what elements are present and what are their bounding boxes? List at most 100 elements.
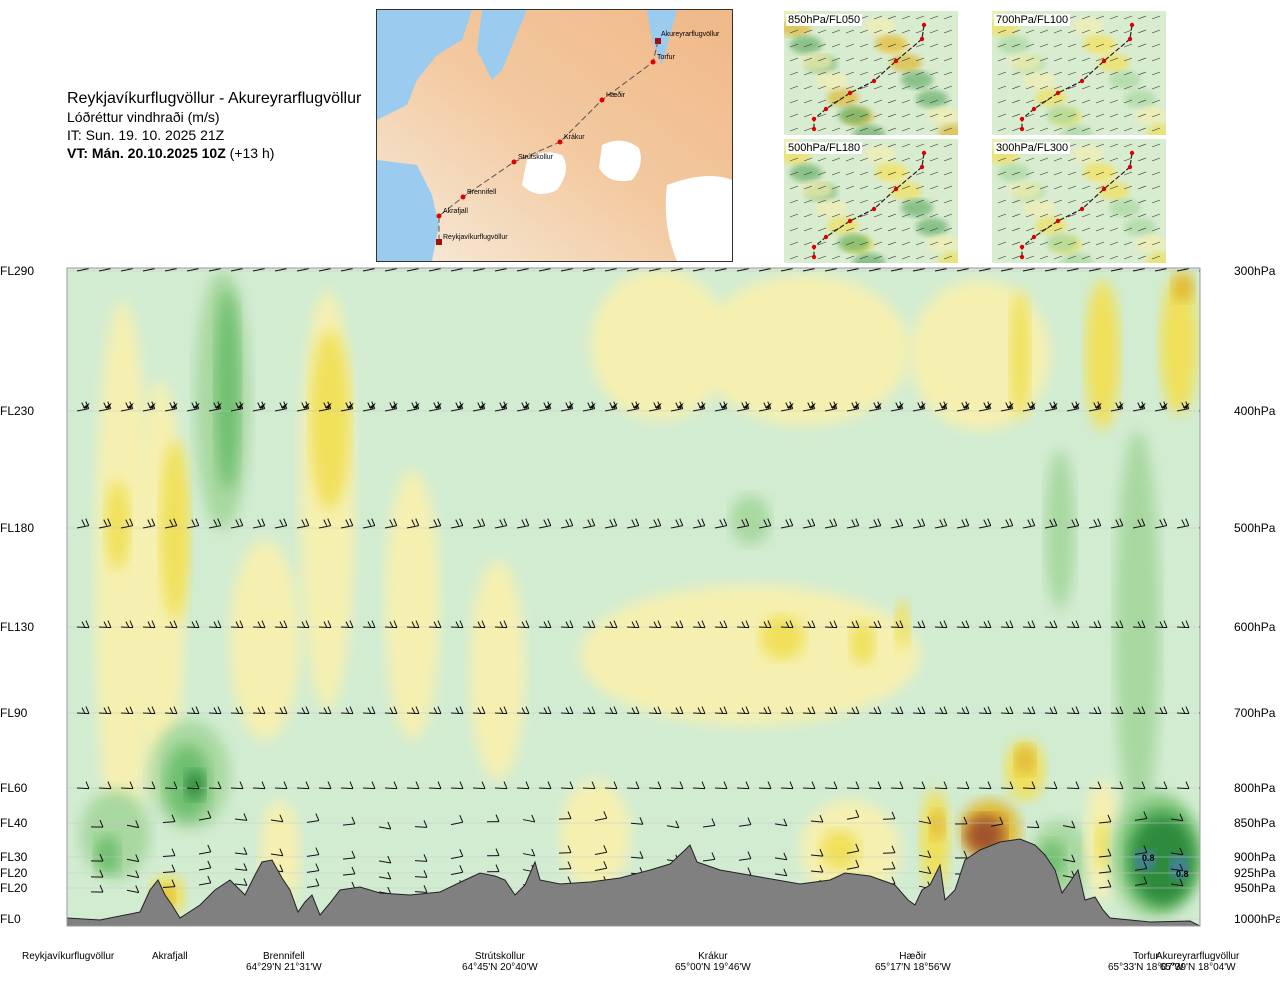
- wind-barb: [810, 848, 824, 857]
- wind-barb: [670, 518, 684, 529]
- wind-barb: [76, 620, 90, 629]
- wind-barb: [560, 781, 574, 790]
- wind-barb: [362, 401, 376, 412]
- wind-barb: [164, 706, 178, 715]
- wind-barb: [164, 620, 178, 629]
- wind-barb: [67, 787, 68, 789]
- wind-barb: [1132, 620, 1146, 629]
- field-cell: [310, 330, 350, 510]
- wind-barb: [1022, 781, 1036, 790]
- wind-barb: [270, 814, 284, 823]
- wind-barb: [890, 401, 904, 412]
- plot-frame: [66, 267, 1201, 927]
- field-cell: [105, 480, 130, 570]
- field-cell: [185, 770, 205, 800]
- location-name: Krákur: [698, 951, 728, 962]
- glacier-langjokull: [522, 152, 566, 194]
- wind-barb: [692, 706, 706, 715]
- wind-barb: [1132, 401, 1146, 412]
- field-cell: [1095, 820, 1110, 870]
- wind-barb: [252, 518, 266, 529]
- wind-barb: [208, 781, 222, 790]
- wind-barb: [472, 781, 486, 790]
- wind-barb: [934, 518, 948, 529]
- wind-barb: [868, 518, 882, 529]
- wind-barb: [670, 401, 684, 412]
- wind-barb: [76, 781, 90, 790]
- waypoint-label: Hæðir: [606, 91, 626, 99]
- wind-barb: [522, 848, 536, 857]
- wind-barb: [912, 706, 926, 715]
- wind-barb: [1088, 706, 1102, 715]
- inset-700: 700hPa/FL100: [992, 11, 1166, 135]
- wind-barb: [90, 884, 104, 893]
- field-cell: [230, 540, 300, 740]
- wind-barb: [234, 847, 248, 855]
- wind-barb: [1170, 878, 1184, 887]
- wind-barb: [1132, 706, 1146, 715]
- wind-barb: [692, 620, 706, 629]
- wind-barb: [98, 706, 112, 715]
- wind-barb: [1098, 864, 1112, 874]
- wind-barb: [472, 401, 486, 412]
- wind-barb: [912, 518, 926, 529]
- wind-barb: [164, 401, 178, 412]
- field-cell: [160, 440, 190, 620]
- wind-barb: [98, 781, 112, 790]
- wind-barb: [318, 706, 332, 715]
- wind-barb: [252, 706, 266, 715]
- hpa-tick-label: 900hPa: [1234, 850, 1276, 864]
- wind-barb: [604, 518, 618, 529]
- wind-barb: [630, 817, 644, 825]
- wind-barb: [738, 817, 752, 827]
- location-label-strutskollur: Strútskollur 64°45'N 20°40'W: [462, 951, 538, 973]
- field-cell: [1172, 272, 1194, 302]
- wind-barb: [384, 518, 398, 529]
- wind-barb: [846, 843, 860, 854]
- inset-500-svg: [784, 139, 958, 263]
- wind-barb: [340, 706, 354, 715]
- wind-barb: [450, 815, 464, 826]
- wind-barb: [1022, 706, 1036, 715]
- wind-barb: [802, 518, 816, 529]
- wind-barb: [1132, 518, 1146, 529]
- wind-barb: [626, 781, 640, 790]
- wind-barb: [126, 854, 140, 863]
- wind-barb: [1154, 706, 1168, 715]
- wind-barb: [67, 402, 68, 409]
- wind-barb: [978, 401, 992, 412]
- wind-barb: [1154, 781, 1168, 790]
- wind-barb: [1066, 706, 1080, 715]
- wind-barb: [1134, 861, 1148, 871]
- waypoint-label: Akureyrarflugvöllur: [661, 31, 720, 38]
- wind-barb: [594, 845, 608, 856]
- wind-barb: [582, 781, 596, 790]
- wind-barb: [978, 620, 992, 629]
- wind-barb: [846, 401, 860, 412]
- wind-barb: [934, 620, 948, 629]
- wind-barb: [934, 781, 948, 790]
- wind-barb: [90, 869, 104, 878]
- wind-barb: [626, 401, 640, 412]
- wind-barb: [162, 848, 176, 858]
- wind-barb: [340, 518, 354, 529]
- wind-barb: [76, 401, 90, 412]
- wind-barb: [234, 863, 248, 871]
- wind-barb: [846, 781, 860, 790]
- field-cell: [820, 830, 860, 870]
- wind-barb: [582, 518, 596, 529]
- wind-barb: [494, 518, 508, 529]
- location-coord: 65°33'N 18°07'W: [1108, 962, 1184, 973]
- wind-barb: [428, 620, 442, 629]
- wind-barb: [702, 852, 716, 862]
- wind-barb: [270, 848, 284, 857]
- wind-barb: [234, 813, 248, 821]
- wind-barb: [230, 620, 244, 629]
- variable-label: Lóðréttur vindhraði (m/s): [67, 109, 220, 125]
- wind-barb: [472, 518, 486, 529]
- wind-barb: [90, 819, 104, 828]
- wind-barb: [1022, 620, 1036, 629]
- wind-barb: [126, 870, 140, 879]
- wind-barb: [1198, 270, 1200, 272]
- waypoint: Akrafjall: [436, 208, 468, 219]
